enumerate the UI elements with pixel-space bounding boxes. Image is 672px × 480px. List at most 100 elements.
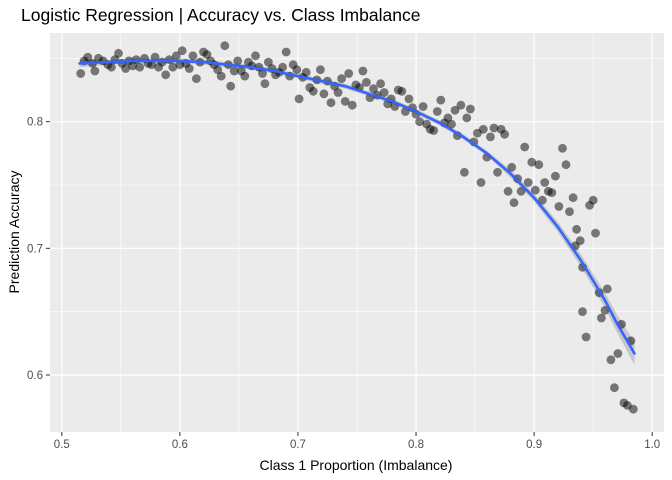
- scatter-point: [260, 79, 270, 89]
- scatter-point: [216, 71, 226, 81]
- scatter-point: [107, 62, 116, 72]
- scatter-point: [572, 224, 581, 234]
- scatter-point: [319, 89, 329, 99]
- scatter-point: [520, 142, 530, 152]
- scatter-point: [76, 69, 86, 78]
- scatter-point: [369, 84, 378, 94]
- scatter-point: [460, 167, 469, 177]
- scatter-point: [581, 332, 591, 342]
- scatter-point: [500, 129, 509, 139]
- scatter-point: [568, 193, 578, 203]
- scatter-point: [171, 51, 181, 61]
- scatter-point: [251, 51, 260, 61]
- scatter-point: [326, 98, 336, 108]
- scatter-point: [278, 62, 287, 72]
- smooth-line-layer: [78, 59, 636, 355]
- scatter-point: [610, 383, 619, 393]
- scatter-point: [429, 126, 439, 135]
- scatter-point: [150, 52, 160, 62]
- scatter-point: [240, 71, 250, 81]
- scatter-point: [588, 195, 598, 205]
- x-tick-label: 0.6: [172, 439, 188, 451]
- scatter-point: [376, 79, 385, 89]
- scatter-point: [591, 228, 600, 238]
- scatter-point: [527, 157, 537, 167]
- scatter-point: [628, 404, 638, 414]
- y-axis: 0.6 0.7 0.8: [27, 117, 50, 382]
- scatter-point: [344, 69, 354, 78]
- scatter-point: [233, 56, 243, 66]
- scatter-point: [229, 66, 239, 76]
- scatter-point: [161, 70, 171, 80]
- scatter-point: [606, 355, 616, 365]
- scatter-point: [602, 284, 612, 294]
- scatter-point: [90, 66, 100, 76]
- scatter-point: [538, 195, 547, 205]
- scatter-point: [523, 178, 533, 187]
- x-axis-title: Class 1 Proportion (Imbalance): [260, 457, 453, 473]
- y-axis-title: Prediction Accuracy: [6, 171, 22, 294]
- scatter-point: [450, 105, 460, 115]
- scatter-point: [513, 174, 522, 184]
- scatter-point: [202, 50, 212, 59]
- scatter-point: [226, 81, 236, 91]
- scatter-point: [466, 104, 475, 114]
- x-tick-label: 0.9: [526, 439, 542, 451]
- scatter-point: [114, 48, 123, 58]
- scatter-point: [258, 69, 267, 78]
- y-tick-label: 0.7: [27, 243, 43, 255]
- scatter-point: [447, 119, 456, 129]
- scatter-point: [358, 66, 368, 76]
- scatter-point: [121, 64, 130, 73]
- scatter-point: [534, 160, 544, 170]
- scatter-point: [188, 51, 198, 61]
- scatter-point: [516, 186, 526, 196]
- scatter-point: [561, 160, 571, 170]
- scatter-point: [493, 167, 502, 177]
- scatter-point: [530, 185, 540, 195]
- scatter-point: [337, 74, 346, 83]
- scatter-point: [135, 62, 145, 72]
- smooth-trend-line: [78, 59, 636, 355]
- scatter-point: [486, 132, 495, 142]
- scatter-point: [478, 124, 488, 134]
- x-tick-label: 0.7: [290, 439, 306, 451]
- scatter-point: [340, 97, 350, 106]
- x-tick-label: 1.0: [644, 439, 660, 451]
- scatter-point: [462, 113, 472, 123]
- scatter-point: [168, 62, 178, 72]
- scatter-point: [281, 47, 291, 57]
- scatter-point: [489, 123, 499, 133]
- scatter-point: [177, 46, 187, 56]
- scatter-point: [418, 102, 428, 111]
- scatter-point: [184, 64, 194, 73]
- x-axis: 0.5 0.6 0.7 0.8 0.9 1.0: [54, 432, 660, 451]
- scatter-point: [333, 88, 343, 97]
- x-tick-label: 0.8: [408, 439, 424, 451]
- scatter-point: [294, 94, 304, 104]
- scatter-point: [292, 65, 302, 75]
- scatter-point: [147, 60, 156, 70]
- scatter-point: [264, 57, 273, 67]
- scatter-point: [547, 188, 557, 198]
- scatter-point: [347, 100, 357, 110]
- scatter-point: [316, 65, 325, 75]
- scatter-point: [456, 100, 466, 110]
- scatter-point: [565, 207, 574, 217]
- chart-title: Logistic Regression | Accuracy vs. Class…: [21, 5, 420, 25]
- scatter-point: [436, 95, 446, 105]
- scatter-point: [83, 52, 93, 62]
- y-tick-label: 0.6: [27, 370, 43, 382]
- scatter-point: [476, 178, 486, 187]
- scatter-point: [301, 67, 311, 77]
- scatter-point: [192, 74, 201, 83]
- scatter-point: [404, 94, 414, 104]
- scatter-point: [362, 78, 371, 87]
- scatter-point: [415, 117, 424, 127]
- scatter-point: [131, 55, 141, 64]
- scatter-point: [397, 86, 407, 96]
- scatter-point: [551, 171, 560, 181]
- scatter-point: [554, 202, 564, 211]
- x-tick-label: 0.5: [54, 439, 70, 451]
